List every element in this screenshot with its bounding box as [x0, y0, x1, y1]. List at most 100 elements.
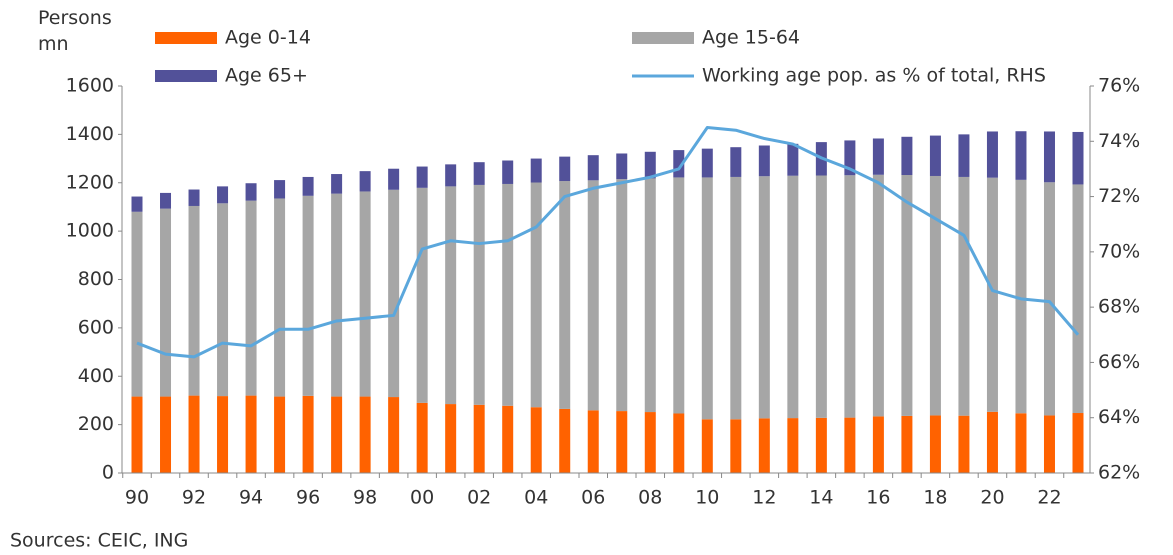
y-tick-label: 0	[102, 462, 114, 484]
bar-segment	[160, 192, 172, 209]
bar-segment	[473, 162, 485, 185]
bar-segment	[416, 187, 428, 403]
bar-segment	[188, 395, 200, 473]
bar-segment	[844, 417, 856, 473]
bar-segment	[131, 196, 143, 212]
source: Sources: CEIC, ING	[10, 530, 188, 552]
legend-label: Age 15-64	[702, 27, 800, 49]
bar-segment	[245, 395, 257, 473]
y-tick-label: 200	[78, 413, 114, 435]
bar-segment	[1072, 413, 1084, 473]
bar-segment	[872, 174, 884, 417]
bar-segment	[331, 193, 343, 397]
bar-segment	[929, 175, 941, 416]
bar-segment	[901, 136, 913, 176]
legend-label: Age 0-14	[225, 27, 311, 49]
bar-segment	[416, 166, 428, 188]
bar-segment	[872, 416, 884, 473]
legend-swatch	[632, 32, 694, 44]
bar-segment	[958, 134, 970, 177]
bar-segment	[787, 143, 799, 176]
bar-segment	[160, 396, 172, 473]
bar-segment	[958, 176, 970, 416]
x-tick-label: 04	[524, 487, 548, 509]
bar-segment	[1015, 179, 1027, 414]
x-tick-label: 08	[638, 487, 662, 509]
y-tick-label: 1000	[66, 220, 114, 242]
x-tick-label: 02	[467, 487, 491, 509]
bar-segment	[302, 395, 314, 473]
bar-segment	[359, 191, 371, 397]
legend-label: Working age pop. as % of total, RHS	[702, 65, 1046, 87]
bar-segment	[530, 182, 542, 408]
y2-tick-label: 64%	[1098, 406, 1140, 428]
x-tick-label: 20	[980, 487, 1004, 509]
y2-tick-label: 68%	[1098, 296, 1140, 318]
legend-swatch	[155, 70, 217, 82]
bar-segment	[331, 396, 343, 473]
bar-segment	[359, 396, 371, 473]
bar-segment	[245, 183, 257, 201]
bar-segment	[929, 415, 941, 473]
x-tick-label: 16	[866, 487, 890, 509]
x-tick-label: 18	[923, 487, 947, 509]
bar-segment	[616, 179, 628, 412]
bar-segment	[188, 189, 200, 206]
bar-segment	[901, 415, 913, 473]
bar-segment	[530, 407, 542, 473]
bar-segment	[388, 168, 400, 190]
bar-segment	[986, 411, 998, 473]
x-tick-label: 10	[695, 487, 719, 509]
y-tick-label: 800	[78, 268, 114, 290]
bar-segment	[758, 145, 770, 177]
bar-segment	[188, 205, 200, 396]
bar-segment	[530, 158, 542, 183]
bar-segment	[730, 419, 742, 473]
bar-segment	[217, 396, 229, 473]
bar-segment	[274, 396, 286, 473]
bar-segment	[929, 135, 941, 176]
bar-segment	[872, 138, 884, 175]
bar-segment	[1015, 413, 1027, 473]
x-tick-label: 96	[296, 487, 320, 509]
bar-segment	[958, 415, 970, 473]
y2-tick-label: 72%	[1098, 185, 1140, 207]
bar-segment	[473, 184, 485, 405]
bar-segment	[616, 411, 628, 473]
y-tick-label: 400	[78, 365, 114, 387]
line	[136, 125, 1080, 359]
bar-segment	[1043, 415, 1055, 473]
y2-tick-label: 66%	[1098, 351, 1140, 373]
bar-segment	[416, 402, 428, 473]
bar-segment	[587, 180, 599, 411]
bar-segment	[559, 181, 571, 409]
x-tick-label: 00	[410, 487, 434, 509]
legend-label: Age 65+	[225, 65, 308, 87]
bar-segment	[1043, 182, 1055, 416]
bar-segment	[730, 176, 742, 420]
bar-segment	[587, 410, 599, 473]
bar-segment	[815, 175, 827, 418]
bar-segment	[644, 412, 656, 473]
x-tick-label: 92	[182, 487, 206, 509]
bar-segment	[217, 186, 229, 204]
x-tick-label: 94	[239, 487, 263, 509]
bar-segment	[701, 177, 713, 420]
bar-segment	[559, 408, 571, 473]
x-tick-label: 98	[353, 487, 377, 509]
y2-tick-label: 74%	[1098, 130, 1140, 152]
bar-segment	[673, 150, 685, 178]
bar-segment	[388, 189, 400, 398]
bar-segment	[730, 147, 742, 177]
bar-segment	[245, 200, 257, 396]
bar-segment	[502, 183, 514, 406]
bar-segment	[701, 419, 713, 473]
bar-segment	[445, 164, 457, 187]
bar-segment	[502, 405, 514, 473]
x-tick-label: 12	[752, 487, 776, 509]
bar-segment	[815, 417, 827, 473]
x-tick-label: 22	[1037, 487, 1061, 509]
bar-segment	[131, 396, 143, 473]
bar-segment	[701, 148, 713, 178]
